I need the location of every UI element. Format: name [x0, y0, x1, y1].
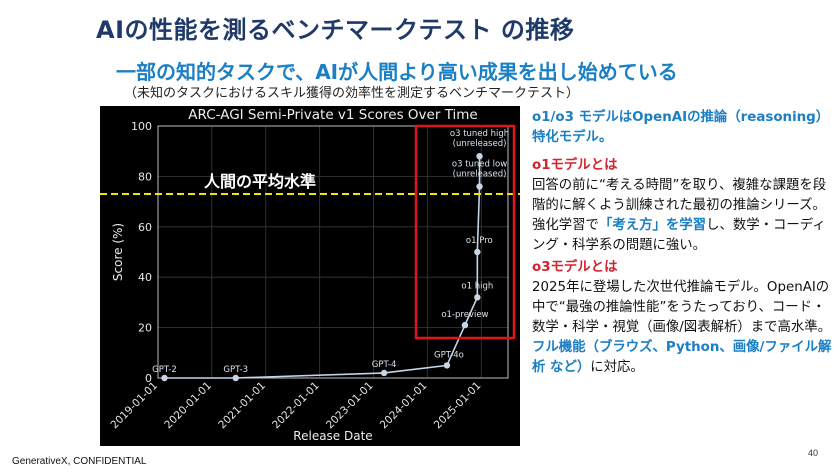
slide-subtitle: 一部の知的タスクで、AIが人間より高い成果を出し始めている — [116, 60, 678, 84]
y-tick-label: 80 — [138, 170, 152, 183]
data-point — [232, 374, 239, 382]
data-point-label: GPT-3 — [223, 365, 248, 375]
o1-text-part2: し、数学・コーディング・科学系の問題に強い。 — [532, 218, 826, 253]
data-point-label: GPT-4 — [372, 360, 397, 370]
o3-description: 2025年に登場した次世代推論モデル。OpenAIの中で“最強の推論性能”をうた… — [532, 278, 832, 378]
data-point — [461, 321, 469, 329]
x-axis-label: Release Date — [293, 429, 372, 443]
o1-section-title: o1モデルとは — [532, 158, 618, 173]
slide-title: AIの性能を測るベンチマークテスト の推移 — [96, 16, 575, 44]
data-point — [474, 248, 481, 256]
y-tick-label: 60 — [138, 221, 152, 234]
data-point-label: o1 high — [461, 281, 493, 291]
page-number: 40 — [808, 448, 819, 458]
y-tick-label: 0 — [145, 372, 152, 385]
data-point-label: GPT-2 — [152, 365, 177, 375]
o3-text-part2: に対応。 — [590, 360, 644, 375]
o3-section-title: o3モデルとは — [532, 260, 618, 275]
data-point — [161, 374, 168, 382]
data-point — [476, 183, 483, 190]
score-chart: 0 20 40 60 80 100 2019-01-01 2020-01-01 2021-01-… — [100, 106, 520, 446]
side-panel: o1/o3 モデルはOpenAIの推論（reasoning）特化モデル。 o1モ… — [532, 108, 832, 378]
data-point-label: o1-preview — [441, 310, 488, 320]
data-point — [476, 153, 483, 160]
y-tick-label: 20 — [138, 322, 152, 335]
intro-text: o1/o3 モデルはOpenAIの推論（reasoning）特化モデル。 — [532, 110, 830, 145]
data-point-label: o3 tuned low (unreleased) — [452, 159, 507, 179]
y-axis-label: Score (%) — [111, 223, 125, 281]
o1-text-part1: 回答の前に“考える時間”を取り、複雑な課題を段階的に解くよう訓練された最初の推論… — [532, 178, 827, 233]
chart-title: ARC-AGI Semi-Private v1 Scores Over Time — [188, 107, 478, 123]
data-point-label: GPT-4o — [434, 350, 464, 360]
data-point — [443, 362, 451, 369]
o1-description: 回答の前に“考える時間”を取り、複雑な課題を段階的に解くよう訓練された最初の推論… — [532, 176, 832, 256]
data-point — [380, 369, 388, 377]
o3-highlight: フル機能（ブラウズ、Python、画像/ファイル解析 など） — [532, 340, 832, 375]
slide-note: （未知のタスクにおけるスキル獲得の効率性を測定するベンチマークテスト） — [124, 86, 580, 101]
chart-background — [100, 106, 520, 446]
y-tick-label: 40 — [138, 271, 152, 284]
y-tick-label: 100 — [131, 120, 152, 133]
o1-o3-highlight-box — [414, 124, 516, 340]
human-average-label: 人間の平均水準 — [204, 172, 316, 191]
data-point — [474, 294, 481, 301]
data-point-label: o3 tuned high (unreleased) — [450, 129, 509, 149]
footer-confidential: GenerativeX, CONFIDENTIAL — [12, 456, 147, 467]
data-point-label: o1 Pro — [466, 236, 493, 246]
o3-text-part1: 2025年に登場した次世代推論モデル。OpenAIの中で“最強の推論性能”をうた… — [532, 280, 832, 335]
o1-highlight: 「考え方」を学習 — [598, 218, 707, 233]
plot-frame — [157, 125, 509, 379]
